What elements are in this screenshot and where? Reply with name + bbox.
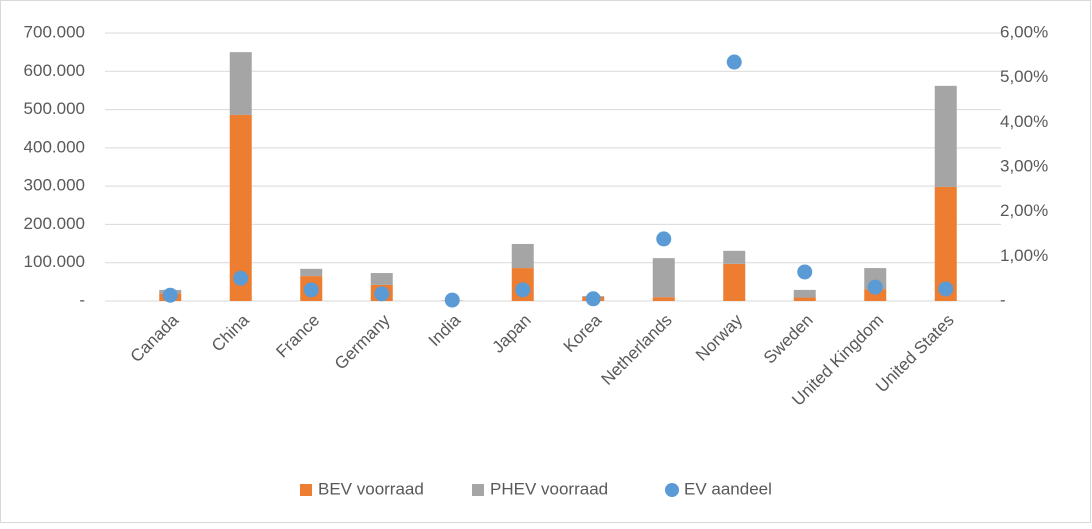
bar bbox=[300, 269, 322, 276]
legend-swatch bbox=[665, 483, 679, 497]
legend-swatch bbox=[472, 484, 484, 496]
y2-tick-label: 5,00% bbox=[1000, 67, 1048, 86]
y2-tick-label: 4,00% bbox=[1000, 112, 1048, 131]
dot bbox=[374, 286, 389, 301]
dot bbox=[938, 281, 953, 296]
bar bbox=[794, 290, 816, 298]
y2-tick-label: 6,00% bbox=[1000, 22, 1048, 41]
bar bbox=[794, 298, 816, 301]
y-tick-label: 500.000 bbox=[24, 99, 85, 118]
dot bbox=[656, 231, 671, 246]
dot bbox=[304, 282, 319, 297]
y-tick-label: 700.000 bbox=[24, 22, 85, 41]
y2-tick-label: 1,00% bbox=[1000, 246, 1048, 265]
bar bbox=[512, 244, 534, 268]
bar bbox=[653, 297, 675, 301]
dot bbox=[868, 280, 883, 295]
bar bbox=[371, 273, 393, 285]
y2-tick-label: 2,00% bbox=[1000, 201, 1048, 220]
y2-tick-label: - bbox=[1000, 290, 1006, 309]
dot bbox=[727, 55, 742, 70]
dot bbox=[233, 271, 248, 286]
y-tick-label: 400.000 bbox=[24, 137, 85, 156]
dot bbox=[515, 282, 530, 297]
bar bbox=[935, 86, 957, 187]
bar bbox=[723, 251, 745, 264]
legend-label: PHEV voorraad bbox=[490, 479, 608, 498]
legend-label: BEV voorraad bbox=[318, 479, 424, 498]
bar bbox=[230, 52, 252, 115]
y-tick-label: 300.000 bbox=[24, 176, 85, 195]
y2-tick-label: 3,00% bbox=[1000, 156, 1048, 175]
dot bbox=[586, 291, 601, 306]
y-tick-label: 600.000 bbox=[24, 61, 85, 80]
dot bbox=[445, 293, 460, 308]
bar bbox=[653, 258, 675, 297]
y-tick-label: 200.000 bbox=[24, 214, 85, 233]
legend-label: EV aandeel bbox=[684, 479, 772, 498]
y-tick-label: - bbox=[79, 290, 85, 309]
legend-swatch bbox=[300, 484, 312, 496]
bar bbox=[723, 264, 745, 301]
dot bbox=[797, 264, 812, 279]
dot bbox=[163, 288, 178, 303]
y-tick-label: 100.000 bbox=[24, 252, 85, 271]
